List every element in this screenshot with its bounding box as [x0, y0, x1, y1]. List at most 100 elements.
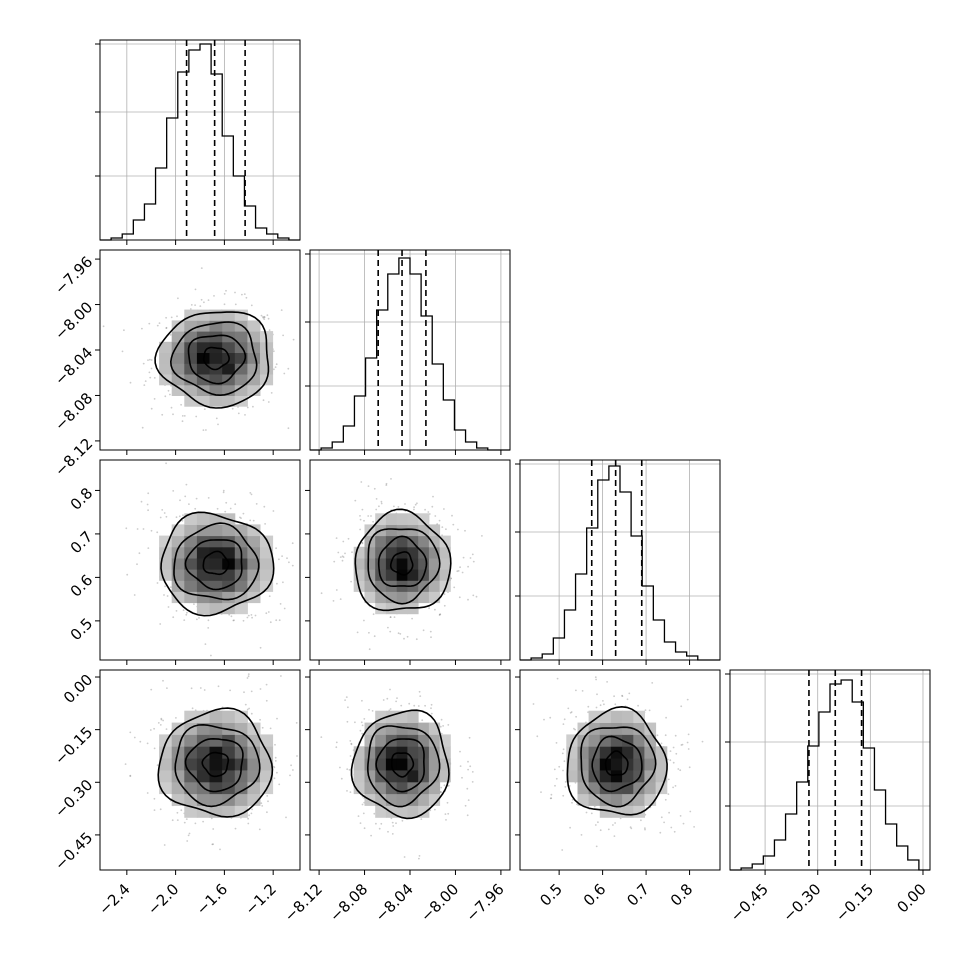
scatter-point: [424, 508, 426, 511]
density-cell: [428, 793, 441, 806]
density-cell: [353, 557, 365, 570]
scatter-point: [279, 603, 282, 605]
scatter-point: [570, 711, 573, 713]
scatter-point: [440, 786, 443, 789]
scatter-point: [597, 821, 599, 824]
scatter-point: [686, 741, 689, 744]
density-cell: [644, 793, 657, 806]
scatter-point: [129, 774, 132, 777]
density-cell: [209, 331, 223, 343]
scatter-point: [136, 563, 138, 566]
density-cell: [234, 580, 248, 592]
scatter-point: [467, 565, 469, 568]
panel-frame: [99, 459, 301, 661]
density-cell: [385, 524, 398, 537]
scatter-point: [561, 752, 564, 755]
scatter-point: [153, 377, 156, 379]
density-cell: [439, 557, 451, 570]
density-cell: [375, 557, 387, 570]
scatter-point: [368, 708, 370, 711]
scatter-point: [348, 769, 351, 771]
scatter-point: [268, 329, 271, 331]
scatter-point: [395, 822, 397, 825]
scatter-point: [434, 515, 437, 517]
scatter-point: [472, 560, 475, 563]
density-cell: [171, 758, 185, 771]
scatter-point: [207, 619, 210, 622]
scatter-point: [569, 711, 572, 714]
scatter-point: [373, 635, 376, 638]
scatter-point: [263, 505, 266, 508]
histogram-1: [310, 257, 510, 451]
density-cell: [353, 569, 365, 581]
density-cell: [599, 781, 612, 795]
scatter-point: [265, 699, 268, 702]
scatter-point: [359, 729, 362, 732]
scatter-point: [701, 740, 704, 743]
scatter-point: [576, 803, 578, 806]
scatter-point: [182, 514, 184, 517]
scatter-point: [562, 723, 565, 725]
scatter-point: [335, 589, 338, 591]
scatter-point: [375, 498, 378, 500]
scatter-point: [468, 736, 471, 739]
scatter-point: [231, 407, 234, 410]
scatter-point: [161, 509, 164, 511]
scatter-point: [481, 535, 483, 537]
density-cell: [247, 384, 261, 396]
scatter-point: [261, 726, 264, 729]
scatter-point: [260, 802, 263, 805]
panel-frame: [99, 249, 301, 451]
density-cell: [364, 781, 376, 795]
scatter-point: [164, 395, 167, 398]
density-cell: [222, 569, 236, 581]
scatter-point: [669, 750, 672, 752]
scatter-point: [223, 293, 226, 295]
scatter-point: [339, 556, 342, 558]
density-cell: [184, 341, 198, 353]
scatter-point: [245, 296, 248, 299]
density-cell: [385, 722, 398, 735]
scatter-point: [443, 593, 446, 595]
scatter-point: [666, 758, 669, 761]
scatter-point: [172, 490, 175, 492]
scatter-point: [129, 731, 132, 734]
scatter-point: [179, 499, 181, 502]
histogram-0: [100, 43, 300, 241]
scatter-point: [453, 586, 456, 589]
density-cell: [396, 781, 408, 795]
scatter-point: [371, 710, 374, 712]
scatter-point: [275, 363, 278, 366]
scatter-point: [250, 304, 253, 307]
scatter-point: [202, 429, 205, 431]
density-cell: [209, 395, 223, 407]
scatter-point: [382, 699, 385, 701]
scatter-point: [672, 761, 675, 764]
scatter-point: [434, 608, 436, 611]
density-cell: [418, 734, 430, 747]
density-cell: [209, 513, 223, 525]
contour-3: [157, 707, 274, 818]
scatter-point: [229, 507, 232, 510]
scatter-point: [357, 815, 360, 817]
scatter-point: [575, 689, 577, 692]
density-cell: [222, 770, 236, 783]
density-cell: [599, 805, 612, 818]
density-cell: [222, 546, 236, 559]
scatter-point: [400, 704, 403, 707]
density-cell: [171, 341, 185, 353]
density-cell: [396, 524, 408, 537]
scatter-point: [280, 675, 282, 677]
density-cell: [396, 793, 408, 806]
contour-0: [202, 550, 230, 576]
density-cell: [209, 384, 223, 396]
scatter-point: [166, 595, 169, 597]
density-cell: [610, 746, 623, 759]
scatter-point: [278, 558, 280, 561]
contour-2: [366, 725, 441, 808]
y-tick-label: −8.12: [51, 435, 96, 480]
scatter-point: [176, 315, 178, 318]
scatter-point: [354, 721, 356, 724]
scatter-point: [390, 478, 392, 480]
scatter-point: [389, 708, 392, 710]
